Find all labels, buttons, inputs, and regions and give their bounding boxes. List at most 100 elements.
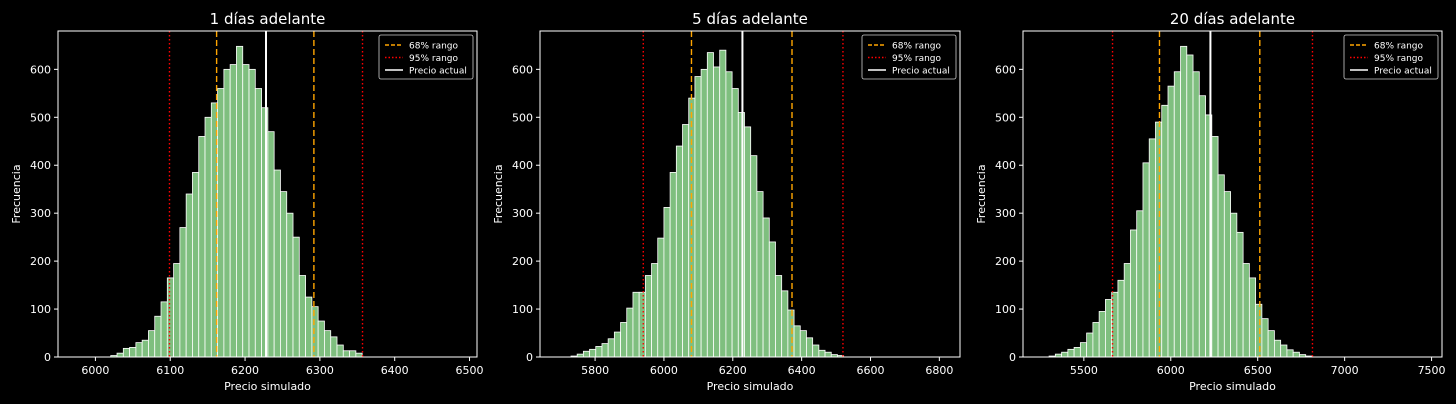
histogram-bar [1098,311,1106,358]
chart-panel-2: 5800 6000 6200 6400 6600 6800 0 100 200 300 400 500… [492,10,961,393]
x-tick-label: 5500 [1070,364,1098,377]
plot-frame [539,30,961,358]
y-tick-label: 600 [995,63,1016,76]
histogram-bar [173,263,181,358]
y-tick-label: 200 [995,255,1016,268]
histogram-bar [1067,348,1075,358]
histogram-bar [1136,210,1144,358]
legend-box [861,34,957,80]
y-tick-label: 500 [995,111,1016,124]
histogram-bar [1092,322,1100,358]
histogram-bar [682,124,690,358]
y-tick-label: 100 [512,303,533,316]
histogram-bar [725,71,733,358]
plot-frame [57,30,478,358]
y-tick-label: 600 [512,63,533,76]
histogram-bar [762,217,770,358]
x-tick-label: 5800 [581,364,609,377]
histogram-bar [719,49,727,358]
x-tick-label: 6000 [1157,364,1185,377]
histogram-bar [1117,279,1125,358]
histogram-bar [116,352,124,358]
y-tick-label: 0 [44,351,51,364]
histogram-bar [1173,71,1181,358]
histogram-bar [1161,104,1169,358]
x-axis-label: Precio simulado [224,380,311,393]
histogram-bar [305,296,313,358]
histogram-bar [1248,277,1257,358]
histogram-bar [1274,339,1282,358]
histogram-bar [236,45,244,358]
histogram-bar [1236,231,1244,358]
x-tick-label: 6000 [81,364,109,377]
x-tick-label: 6000 [650,364,678,377]
histogram-bar [330,336,338,358]
y-tick-label: 0 [526,351,533,364]
histogram-bar [166,277,174,358]
x-tick-label: 6400 [381,364,409,377]
y-tick-label: 100 [995,303,1016,316]
histogram-bar [286,212,294,358]
x-tick-label: 6400 [788,364,816,377]
histogram-bar [1280,344,1288,358]
y-tick-label: 200 [30,255,51,268]
y-tick-label: 200 [512,255,533,268]
x-tick-label: 6200 [719,364,747,377]
histogram-bar [1079,342,1088,358]
y-tick-label: 500 [512,111,533,124]
legend-label: 95% rango [892,54,941,64]
y-tick-label: 600 [30,63,51,76]
histogram-bar [342,350,350,358]
x-tick-label: 7500 [1418,364,1446,377]
x-tick-label: 7000 [1331,364,1359,377]
histogram-bar [744,126,752,358]
histogram-bar [349,350,357,358]
x-tick-label: 6800 [925,364,953,377]
y-tick-label: 300 [512,207,533,220]
x-axis-label: Precio simulado [1189,380,1276,393]
y-axis-label: Frecuencia [975,164,988,223]
histogram-bar [632,291,640,358]
legend-label: Precio actual [892,67,950,77]
histogram-bar [1180,45,1188,358]
legend-label: 95% rango [409,54,458,64]
histogram-bar [638,291,646,358]
y-tick-label: 300 [995,207,1016,220]
x-tick-label: 6100 [156,364,184,377]
histogram-bar [818,349,826,358]
y-tick-label: 400 [995,159,1016,172]
histogram-bar [613,331,621,358]
histogram-bar [787,309,795,358]
legend-label: 68% rango [1374,42,1423,52]
histogram-bar [292,236,300,358]
histogram-bar [663,207,671,358]
histogram-bar [248,68,256,358]
x-tick-label: 6500 [1244,364,1272,377]
y-tick-label: 400 [512,159,533,172]
histogram-bar [1230,212,1238,358]
histogram-bar [713,66,721,358]
histogram-bar [1286,349,1294,358]
histogram-bar [1223,191,1231,358]
histogram-bar [657,237,665,358]
histogram-bar [793,325,801,358]
histogram-bar [688,97,696,358]
legend-label: Precio actual [409,67,467,77]
histogram-bar [1167,85,1175,358]
histogram-bar [750,155,758,358]
histogram-bar [204,116,212,358]
histogram-bar [1186,54,1194,358]
y-tick-label: 400 [30,159,51,172]
histogram-bar [1123,263,1131,358]
y-tick-label: 300 [30,207,51,220]
y-axis-label: Frecuencia [10,164,23,223]
histogram-bar [824,351,832,358]
histogram-bar [1255,303,1263,358]
histogram-bar [768,241,776,358]
histogram-bar [223,68,231,358]
histogram-bar [1155,121,1163,358]
histogram-bar [311,306,319,358]
histogram-bar [1073,347,1081,358]
